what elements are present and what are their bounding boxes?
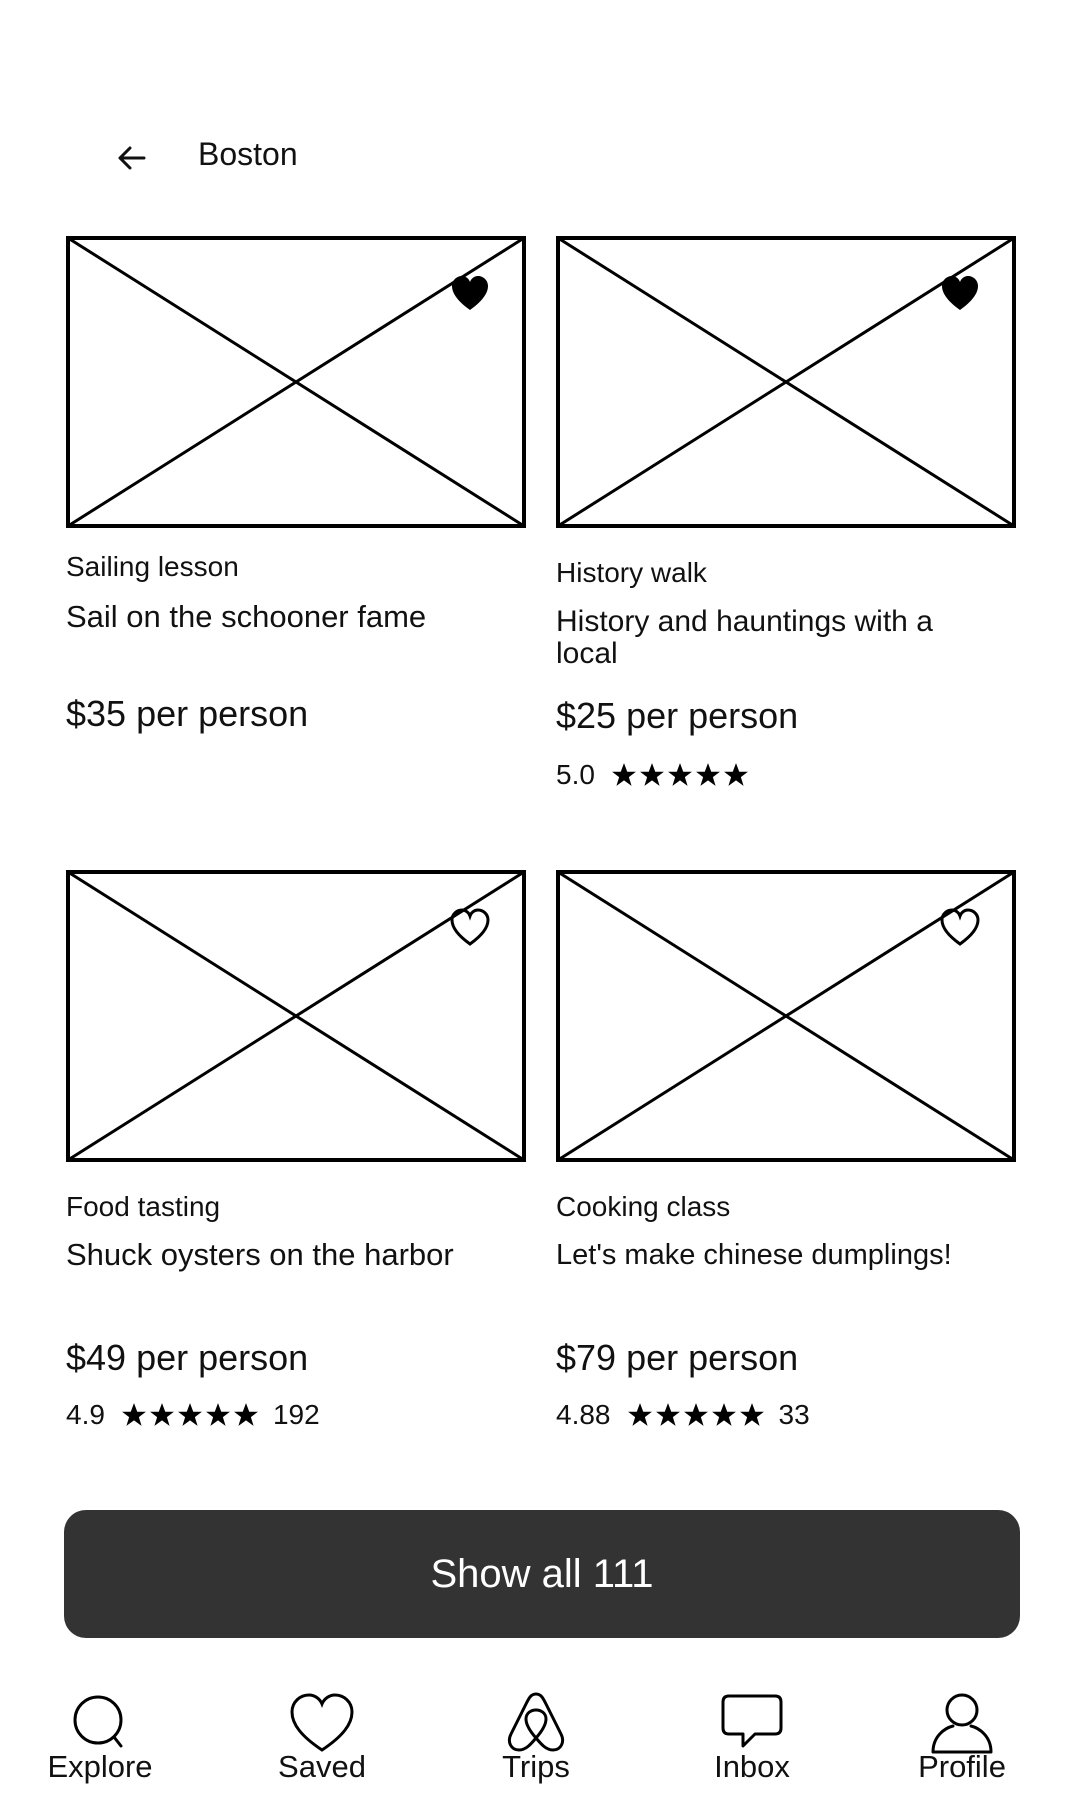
heart-filled-icon [942,276,978,310]
star-icon [150,1403,174,1426]
image-placeholder [556,236,1016,528]
star-icon [178,1403,202,1426]
favorite-button[interactable] [938,906,982,950]
nav-label: Explore [47,1749,153,1784]
bottom-nav: Explore Saved Trips Inbox Profile [0,1690,1080,1800]
nav-item-trips[interactable]: Trips [456,1690,616,1800]
experience-price: $79 per person [556,1337,799,1378]
experience-rating: 4.88 33 [556,1398,810,1432]
experience-price: $25 per person [556,695,799,736]
star-icon [668,763,692,786]
rating-stars [611,762,751,788]
image-placeholder [556,870,1016,1162]
review-count: 33 [778,1399,810,1430]
search-icon [73,1695,123,1748]
star-icon [206,1403,230,1426]
experience-rating: 5.0 [556,758,763,792]
rating-stars [627,1402,767,1428]
experience-card-cooking[interactable]: Cooking class Let's make chinese dumplin… [556,870,1016,1440]
image-placeholder [66,870,526,1162]
experience-category: Cooking class [556,1191,731,1222]
back-button[interactable] [110,136,154,180]
page-title: Boston [198,136,298,172]
experience-title: Sail on the schooner fame [66,599,427,634]
user-icon [931,1693,993,1754]
heart-outline-icon [940,908,980,946]
star-icon [655,1403,680,1426]
experience-rating: 4.9 192 [66,1398,320,1432]
experience-card-history[interactable]: History walk History and hauntings with … [556,236,1016,796]
nav-item-saved[interactable]: Saved [242,1690,402,1800]
favorite-button[interactable] [938,272,982,316]
nav-item-explore[interactable]: Explore [20,1690,180,1800]
review-count: 192 [272,1399,320,1430]
trips-icon [507,1692,565,1752]
experience-title: History and hauntings with a local [556,605,933,670]
experience-category: History walk [556,557,707,588]
experience-title: Shuck oysters on the harbor [66,1237,454,1272]
experience-price: $35 per person [66,693,309,734]
star-icon [122,1403,146,1426]
star-icon [612,763,636,786]
experience-card-food[interactable]: Food tasting Shuck oysters on the harbor… [66,870,526,1440]
experience-category: Sailing lesson [66,551,239,582]
star-icon [711,1403,736,1426]
rating-value: 5.0 [556,759,595,790]
experience-title: Let's make chinese dumplings! [556,1239,952,1271]
heart-outline-icon [450,908,490,946]
nav-label: Trips [502,1749,570,1784]
experience-card-sailing[interactable]: Sailing lesson Sail on the schooner fame… [66,236,526,766]
favorite-button[interactable] [448,906,492,950]
nav-item-profile[interactable]: Profile [882,1690,1042,1800]
rating-stars [121,1402,261,1428]
star-icon [696,763,720,786]
star-icon [234,1403,258,1426]
star-icon [627,1403,652,1426]
star-icon [640,763,664,786]
arrow-left-icon [118,146,146,170]
nav-label: Saved [278,1749,366,1784]
image-placeholder [66,236,526,528]
experience-price: $49 per person [66,1337,309,1378]
heart-icon [290,1693,354,1752]
experience-category: Food tasting [66,1191,221,1222]
favorite-button[interactable] [448,272,492,316]
star-icon [739,1403,764,1426]
header: Boston [0,120,1080,190]
star-icon [724,763,748,786]
chat-bubble-icon [721,1694,783,1748]
star-icon [683,1403,708,1426]
rating-value: 4.88 [556,1399,611,1430]
heart-filled-icon [452,276,488,310]
nav-label: Inbox [714,1749,790,1784]
rating-value: 4.9 [66,1399,105,1430]
show-all-button[interactable]: Show all 111 [64,1510,1020,1638]
nav-label: Profile [918,1749,1006,1784]
nav-item-inbox[interactable]: Inbox [672,1690,832,1800]
